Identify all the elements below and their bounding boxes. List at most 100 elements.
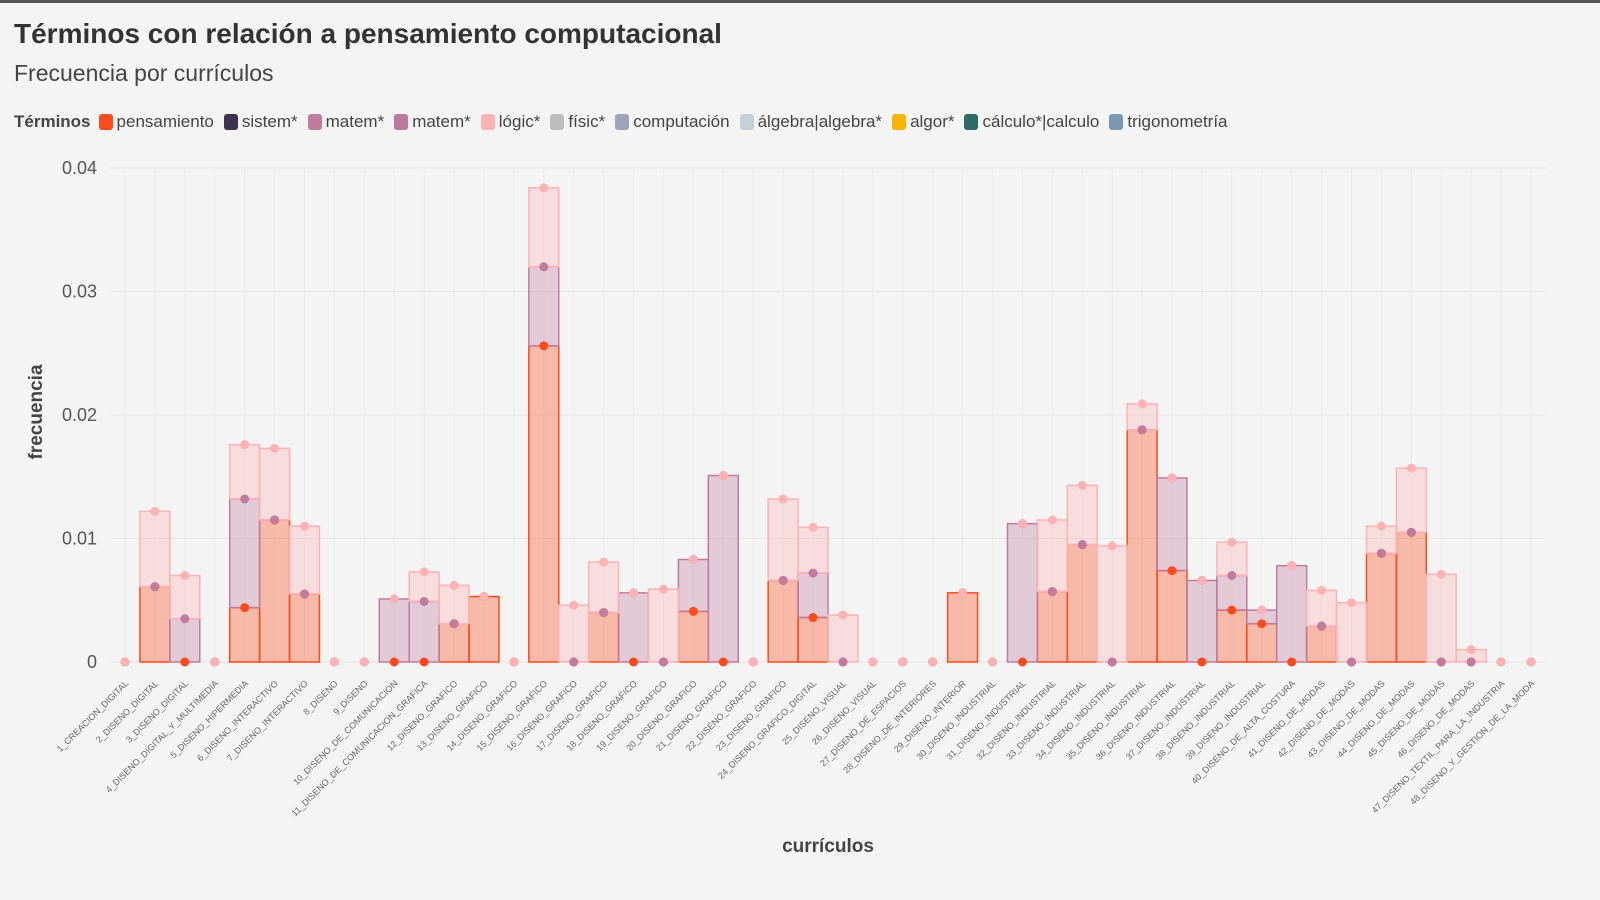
area-step xyxy=(707,474,740,663)
legend-label: cálculo*|calculo xyxy=(982,112,1100,131)
area-step xyxy=(288,593,321,663)
point xyxy=(1017,519,1027,529)
legend-item: álgebra|algebra* xyxy=(739,112,883,132)
point xyxy=(1137,425,1147,435)
area-step xyxy=(1305,625,1338,663)
legend-swatch xyxy=(223,114,238,130)
legend-swatch xyxy=(394,114,409,130)
point xyxy=(1406,527,1416,537)
area-step xyxy=(528,345,560,663)
legend-label: matem* xyxy=(325,112,385,131)
point xyxy=(120,657,130,667)
point xyxy=(1227,605,1237,615)
area-step xyxy=(1425,573,1457,663)
legend-item: matem* xyxy=(307,112,385,132)
point xyxy=(1347,657,1357,667)
point xyxy=(1167,473,1177,483)
area-step xyxy=(587,561,620,614)
area-step xyxy=(1216,609,1248,663)
point xyxy=(688,554,698,564)
area-step xyxy=(258,447,291,521)
area-step xyxy=(228,606,261,663)
chart-title: Términos con relación a pensamiento comp… xyxy=(14,18,722,49)
area-step xyxy=(827,614,859,663)
point xyxy=(240,603,250,613)
point xyxy=(808,522,818,532)
point xyxy=(449,580,459,590)
point xyxy=(1496,657,1506,667)
point xyxy=(1406,463,1416,473)
point xyxy=(270,515,280,525)
area-step xyxy=(1246,622,1278,663)
point xyxy=(688,606,698,616)
legend-item: sistem* xyxy=(223,112,298,132)
point xyxy=(599,557,609,567)
chart-subtitle: Frecuencia por currículos xyxy=(14,60,274,86)
y-tick-label: 0.02 xyxy=(62,405,97,425)
point xyxy=(1317,585,1327,595)
point xyxy=(569,657,579,667)
point xyxy=(299,589,309,599)
point xyxy=(180,657,190,667)
legend-swatch xyxy=(739,114,754,130)
y-tick-label: 0.04 xyxy=(62,158,97,178)
legend-label: sistem* xyxy=(241,112,298,131)
point xyxy=(1287,657,1297,667)
legend-item: algor* xyxy=(892,112,954,132)
point xyxy=(1227,571,1237,581)
point xyxy=(329,657,339,667)
area-step xyxy=(1006,522,1039,663)
area-step xyxy=(1066,543,1098,663)
area-step xyxy=(797,572,829,619)
point xyxy=(748,657,758,667)
area-step xyxy=(1365,552,1398,663)
point xyxy=(1017,657,1027,667)
x-tick-label: 4_DISENO_DIGITAL_Y_MULTIMEDIA xyxy=(104,678,220,794)
area-step xyxy=(468,595,500,663)
point xyxy=(270,443,280,453)
point xyxy=(658,657,668,667)
point xyxy=(180,571,190,581)
area-step xyxy=(288,525,321,595)
point xyxy=(1436,657,1446,667)
point xyxy=(838,610,848,620)
legend-swatch xyxy=(892,114,907,130)
area-step xyxy=(677,558,710,613)
top-bar xyxy=(0,0,1600,3)
point xyxy=(1167,566,1177,576)
area-step xyxy=(169,618,201,663)
point xyxy=(1347,598,1357,608)
point xyxy=(389,594,399,604)
area-step xyxy=(378,598,410,663)
point xyxy=(509,657,519,667)
y-tick-label: 0.03 xyxy=(62,282,97,302)
area-step xyxy=(797,526,829,574)
point xyxy=(1137,399,1147,409)
legend-item: lógic* xyxy=(480,112,541,132)
legend-label: trigonometría xyxy=(1127,112,1228,131)
area-step xyxy=(587,611,620,663)
area-step xyxy=(528,266,560,347)
point xyxy=(419,657,429,667)
y-axis-label: frecuencia xyxy=(26,364,47,459)
area-step xyxy=(1036,590,1069,663)
area-step xyxy=(1216,541,1248,577)
area-step xyxy=(1335,601,1368,663)
point xyxy=(1257,605,1267,615)
point xyxy=(539,183,549,193)
legend-item: cálculo*|calculo xyxy=(964,112,1099,132)
legend: Términos pensamiento sistem* matem* matem* ló… xyxy=(14,112,1238,132)
legend-swatch xyxy=(480,114,495,130)
legend-item: trigonometría xyxy=(1109,112,1228,132)
point xyxy=(1436,569,1446,579)
legend-label: computación xyxy=(633,112,730,131)
area-step xyxy=(1156,569,1188,663)
legend-label: álgebra|algebra* xyxy=(757,112,883,131)
legend-label: lógic* xyxy=(498,112,541,131)
legend-item: físic* xyxy=(550,112,605,132)
point xyxy=(419,567,429,577)
legend-label: matem* xyxy=(412,112,471,131)
point xyxy=(210,657,220,667)
area-step xyxy=(1395,531,1428,663)
